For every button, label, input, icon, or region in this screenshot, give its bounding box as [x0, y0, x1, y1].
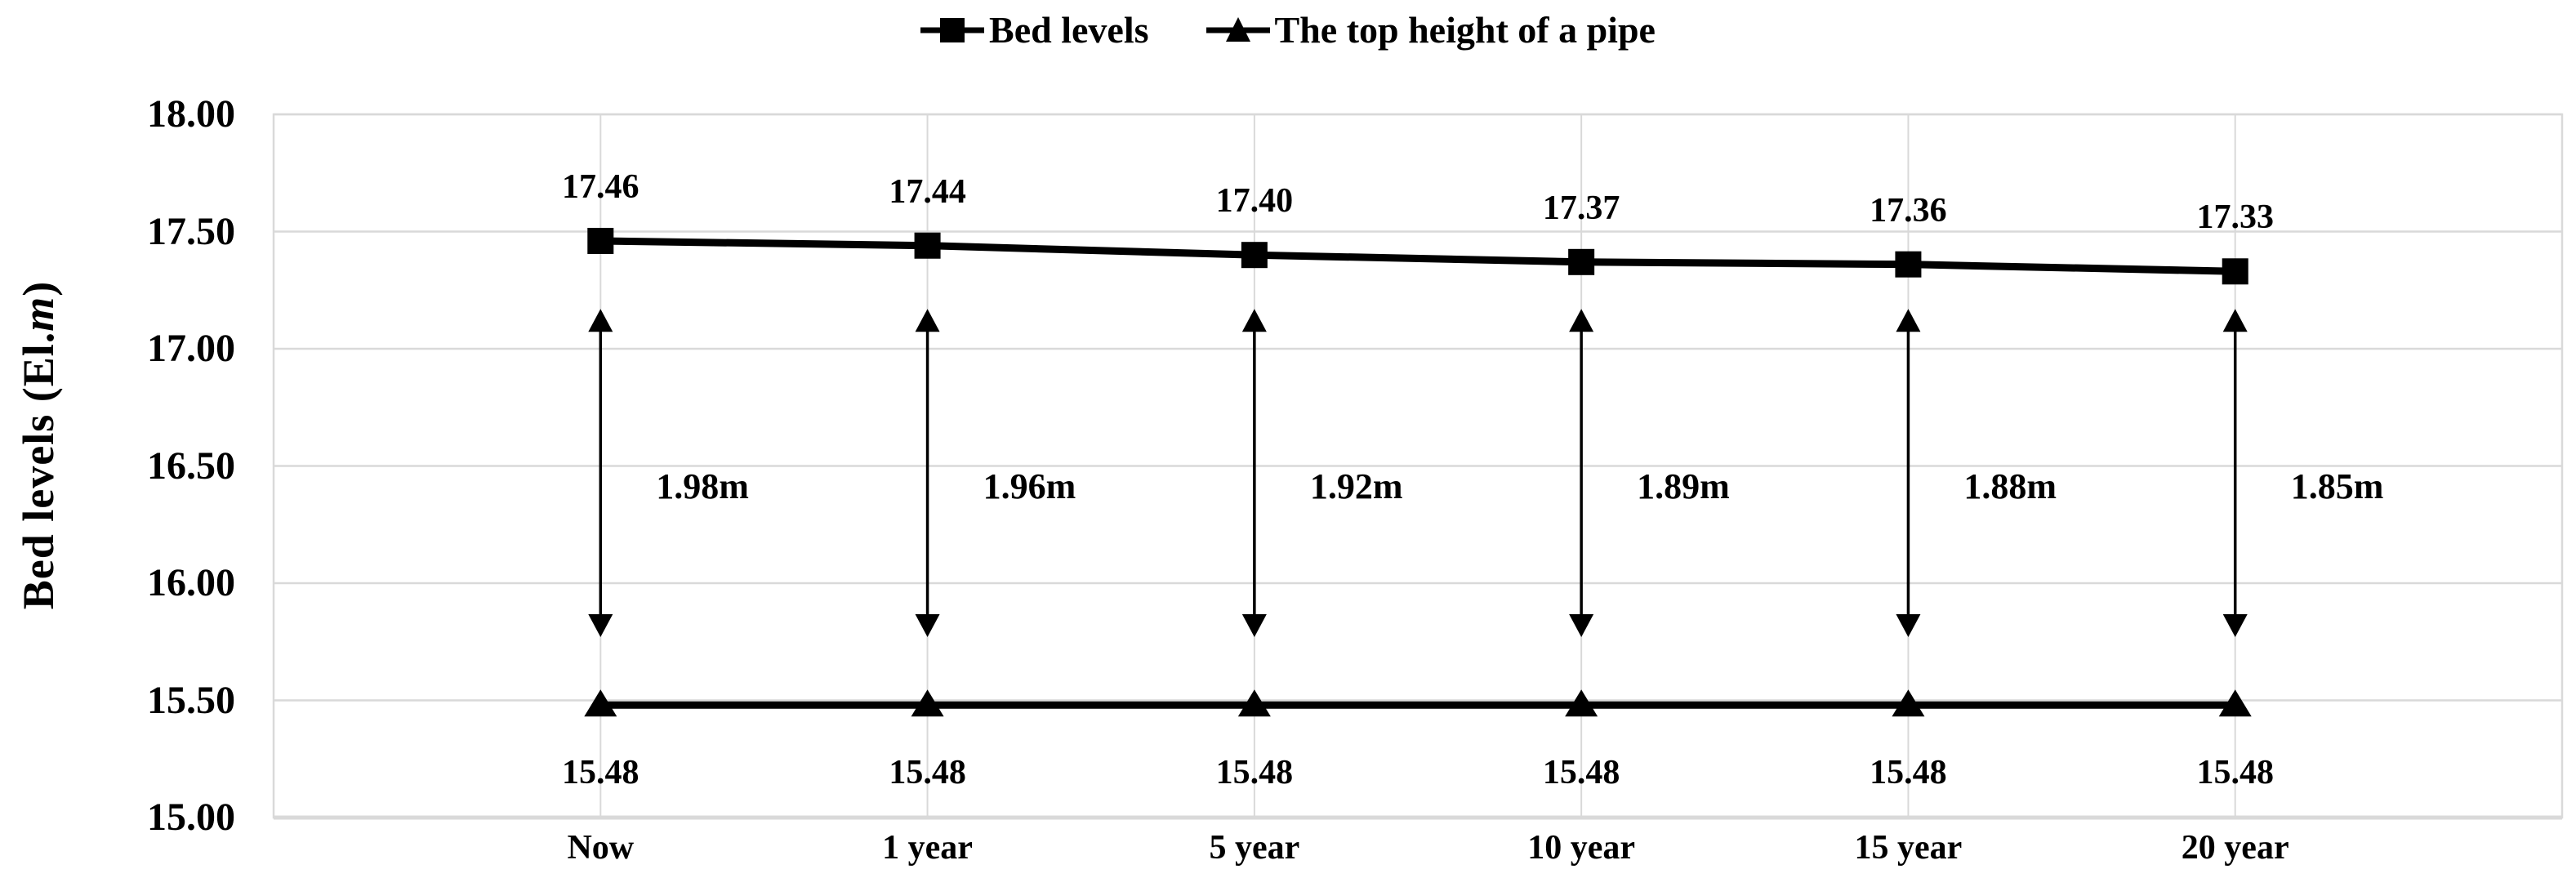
- legend-square-marker-icon: [920, 17, 985, 42]
- legend-item-pipe-height: The top height of a pipe: [1206, 8, 1656, 51]
- data-label-pipe-height: 15.48: [1215, 754, 1294, 792]
- gap-annotation-label: 1.92m: [1309, 466, 1403, 506]
- x-category-label: 5 year: [1209, 829, 1300, 867]
- legend-triangle-marker-icon: [1206, 16, 1270, 42]
- y-tick-label: 16.00: [147, 561, 235, 604]
- x-category-label: 1 year: [882, 829, 973, 867]
- legend-label-bed-levels: Bed levels: [989, 9, 1149, 51]
- data-label-bed-levels: 17.36: [1870, 191, 1947, 230]
- data-label-pipe-height: 15.48: [562, 754, 640, 792]
- data-label-pipe-height: 15.48: [1870, 754, 1947, 792]
- data-label-bed-levels: 17.33: [2196, 198, 2274, 237]
- y-axis-title: Bed levels (El.m): [14, 280, 63, 610]
- gap-annotation-label: 1.85m: [2290, 466, 2384, 506]
- y-tick-label: 17.50: [147, 209, 235, 253]
- gap-annotation-label: 1.98m: [656, 466, 749, 506]
- y-tick-label: 16.50: [147, 444, 235, 488]
- x-category-label: 15 year: [1854, 829, 1963, 867]
- gap-annotation-label: 1.89m: [1637, 466, 1730, 506]
- x-category-label: Now: [567, 829, 635, 867]
- legend-label-pipe-height: The top height of a pipe: [1274, 9, 1656, 51]
- data-label-pipe-height: 15.48: [889, 754, 966, 792]
- gap-annotation-label: 1.88m: [1963, 466, 2057, 506]
- data-label-bed-levels: 17.44: [889, 172, 966, 211]
- x-category-label: 10 year: [1527, 829, 1636, 867]
- x-category-label: 20 year: [2181, 829, 2289, 867]
- gap-annotation-label: 1.96m: [983, 466, 1076, 506]
- data-label-bed-levels: 17.37: [1542, 189, 1620, 227]
- y-tick-label: 15.00: [147, 796, 235, 839]
- data-label-bed-levels: 17.46: [562, 167, 640, 206]
- y-tick-label: 15.50: [147, 678, 235, 722]
- y-tick-label: 18.00: [147, 92, 235, 136]
- y-tick-label: 17.00: [147, 327, 235, 370]
- data-label-pipe-height: 15.48: [1542, 754, 1620, 792]
- legend: Bed levels The top height of a pipe: [0, 8, 2576, 51]
- legend-item-bed-levels: Bed levels: [920, 8, 1149, 51]
- data-label-pipe-height: 15.48: [2196, 754, 2274, 792]
- data-label-bed-levels: 17.40: [1215, 182, 1294, 221]
